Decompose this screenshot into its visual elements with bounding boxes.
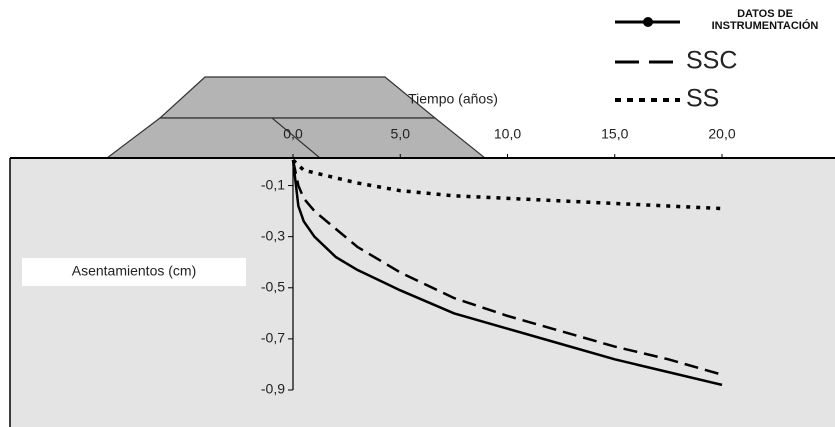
legend-marker (643, 17, 653, 27)
embankment-line (271, 117, 321, 159)
series-line (291, 159, 723, 376)
x-tick-label: 15,0 (601, 126, 628, 142)
y-tick-label: -0,7 (261, 330, 285, 346)
series-line (291, 158, 723, 211)
y-tick-label: -0,1 (261, 176, 285, 192)
legend-label: SS (686, 85, 719, 113)
x-axis-title: Tiempo (años) (408, 91, 498, 107)
series-line (291, 159, 723, 387)
x-tick-label: 0,0 (283, 126, 303, 142)
ground (10, 158, 835, 427)
x-tick-label: 20,0 (708, 126, 735, 142)
x-tick-label: 10,0 (494, 126, 521, 142)
y-title-box (22, 258, 246, 286)
legend-label: DATOS DE INSTRUMENTACIÓN (711, 8, 819, 32)
y-tick-label: -0,3 (261, 227, 285, 243)
y-tick-label: -0,9 (261, 381, 285, 397)
y-axis-title: Asentamientos (cm) (72, 263, 196, 279)
embankment-top (158, 76, 437, 119)
legend-label: SSC (686, 47, 737, 75)
x-tick-label: 5,0 (391, 126, 411, 142)
y-tick-label: -0,5 (261, 278, 285, 294)
